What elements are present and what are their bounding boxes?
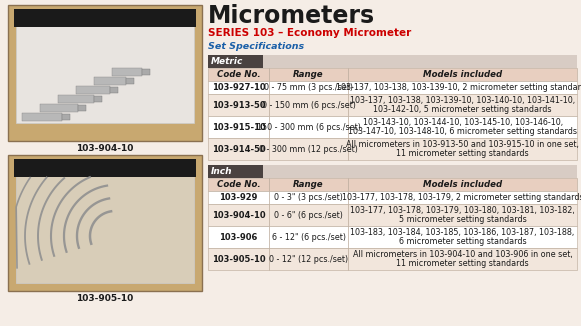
Bar	[208, 55, 577, 68]
Text: Models included: Models included	[423, 70, 502, 79]
Bar	[40, 104, 78, 112]
Bar	[269, 204, 348, 226]
Bar	[62, 114, 70, 120]
Text: 103-177, 103-178, 103-179, 2 micrometer setting standards: 103-177, 103-178, 103-179, 2 micrometer …	[342, 193, 581, 202]
Text: Models included: Models included	[423, 180, 502, 189]
Bar	[263, 165, 577, 178]
Bar	[348, 81, 577, 94]
Text: 103-905-10: 103-905-10	[76, 294, 134, 303]
Text: Code No.: Code No.	[217, 70, 260, 79]
Bar	[269, 191, 348, 204]
Bar	[208, 81, 269, 94]
Text: 103-137, 103-138, 103-139-10, 103-140-10, 103-141-10,: 103-137, 103-138, 103-139-10, 103-140-10…	[350, 96, 575, 105]
Bar	[126, 78, 134, 84]
Text: Code No.: Code No.	[217, 180, 260, 189]
Bar	[22, 113, 62, 121]
Text: 0 - 75 mm (3 pcs./set): 0 - 75 mm (3 pcs./set)	[264, 83, 353, 92]
Bar	[348, 94, 577, 116]
Text: All micrometers in 103-913-50 and 103-915-10 in one set,: All micrometers in 103-913-50 and 103-91…	[346, 140, 579, 149]
Bar	[208, 248, 269, 270]
Text: 103-905-10: 103-905-10	[211, 255, 266, 263]
Text: 103-915-10: 103-915-10	[211, 123, 266, 131]
Text: Set Specifications: Set Specifications	[208, 42, 304, 51]
Text: 103-914-50: 103-914-50	[211, 144, 266, 154]
Text: Range: Range	[293, 70, 324, 79]
Text: 6 - 12" (6 pcs./set): 6 - 12" (6 pcs./set)	[271, 232, 346, 242]
Bar	[348, 116, 577, 138]
Bar	[14, 159, 196, 177]
Bar	[348, 178, 577, 191]
Text: 0 - 150 mm (6 pcs./set): 0 - 150 mm (6 pcs./set)	[261, 100, 356, 110]
Bar	[8, 155, 202, 291]
Bar	[348, 204, 577, 226]
Bar	[348, 138, 577, 160]
Text: 103-137, 103-138, 103-139-10, 2 micrometer setting standards: 103-137, 103-138, 103-139-10, 2 micromet…	[336, 83, 581, 92]
Bar	[269, 138, 348, 160]
Text: 103-906: 103-906	[219, 232, 257, 242]
Bar	[269, 116, 348, 138]
Text: 103-143-10, 103-144-10, 103-145-10, 103-146-10,: 103-143-10, 103-144-10, 103-145-10, 103-…	[363, 117, 562, 126]
Bar	[348, 248, 577, 270]
Bar	[110, 87, 118, 93]
Bar	[208, 191, 269, 204]
Text: 6 micrometer setting standards: 6 micrometer setting standards	[399, 238, 526, 246]
Bar	[16, 167, 194, 283]
Bar	[76, 86, 110, 94]
Text: Metric: Metric	[211, 57, 243, 66]
Text: Micrometers: Micrometers	[208, 4, 375, 28]
Text: 0 - 3" (3 pcs./set): 0 - 3" (3 pcs./set)	[274, 193, 343, 202]
Text: 5 micrometer setting standards: 5 micrometer setting standards	[399, 215, 526, 225]
Text: 11 micrometer setting standards: 11 micrometer setting standards	[396, 150, 529, 158]
Text: 103-142-10, 5 micrometer setting standards: 103-142-10, 5 micrometer setting standar…	[374, 106, 552, 114]
Text: 103-927-10: 103-927-10	[211, 83, 266, 92]
Bar	[208, 68, 269, 81]
Text: SERIES 103 – Economy Micrometer: SERIES 103 – Economy Micrometer	[208, 28, 411, 38]
Bar	[348, 226, 577, 248]
Bar	[208, 116, 269, 138]
Text: 0 - 12" (12 pcs./set): 0 - 12" (12 pcs./set)	[269, 255, 348, 263]
Bar	[8, 5, 202, 141]
Bar	[269, 94, 348, 116]
Text: 103-147-10, 103-148-10, 6 micrometer setting standards: 103-147-10, 103-148-10, 6 micrometer set…	[348, 127, 577, 137]
Text: 103-929: 103-929	[219, 193, 257, 202]
Text: Inch: Inch	[211, 167, 232, 176]
Bar	[142, 69, 150, 75]
Bar	[208, 204, 269, 226]
Bar	[208, 138, 269, 160]
Text: 0 - 6" (6 pcs./set): 0 - 6" (6 pcs./set)	[274, 211, 343, 219]
Bar	[14, 9, 196, 27]
Bar	[78, 105, 86, 111]
Bar	[263, 55, 577, 68]
Bar	[94, 77, 126, 85]
Bar	[269, 68, 348, 81]
Text: Range: Range	[293, 180, 324, 189]
Text: 103-904-10: 103-904-10	[76, 144, 134, 153]
Bar	[269, 178, 348, 191]
Bar	[269, 226, 348, 248]
Text: 103-913-50: 103-913-50	[211, 100, 266, 110]
Bar	[58, 95, 94, 103]
Text: All micrometers in 103-904-10 and 103-906 in one set,: All micrometers in 103-904-10 and 103-90…	[353, 249, 572, 259]
Text: 103-904-10: 103-904-10	[211, 211, 266, 219]
Text: 150 - 300 mm (6 pcs./set): 150 - 300 mm (6 pcs./set)	[257, 123, 360, 131]
Bar	[208, 226, 269, 248]
Text: 11 micrometer setting standards: 11 micrometer setting standards	[396, 259, 529, 269]
Bar	[269, 81, 348, 94]
Bar	[16, 13, 194, 123]
Text: 0 - 300 mm (12 pcs./set): 0 - 300 mm (12 pcs./set)	[259, 144, 358, 154]
Bar	[208, 165, 577, 178]
Bar	[208, 178, 269, 191]
Bar	[269, 248, 348, 270]
Text: 103-177, 103-178, 103-179, 103-180, 103-181, 103-182,: 103-177, 103-178, 103-179, 103-180, 103-…	[350, 205, 575, 215]
Bar	[208, 94, 269, 116]
Bar	[348, 68, 577, 81]
Text: 103-183, 103-184, 103-185, 103-186, 103-187, 103-188,: 103-183, 103-184, 103-185, 103-186, 103-…	[350, 228, 575, 236]
Bar	[94, 96, 102, 102]
Bar	[112, 68, 142, 76]
Bar	[348, 191, 577, 204]
